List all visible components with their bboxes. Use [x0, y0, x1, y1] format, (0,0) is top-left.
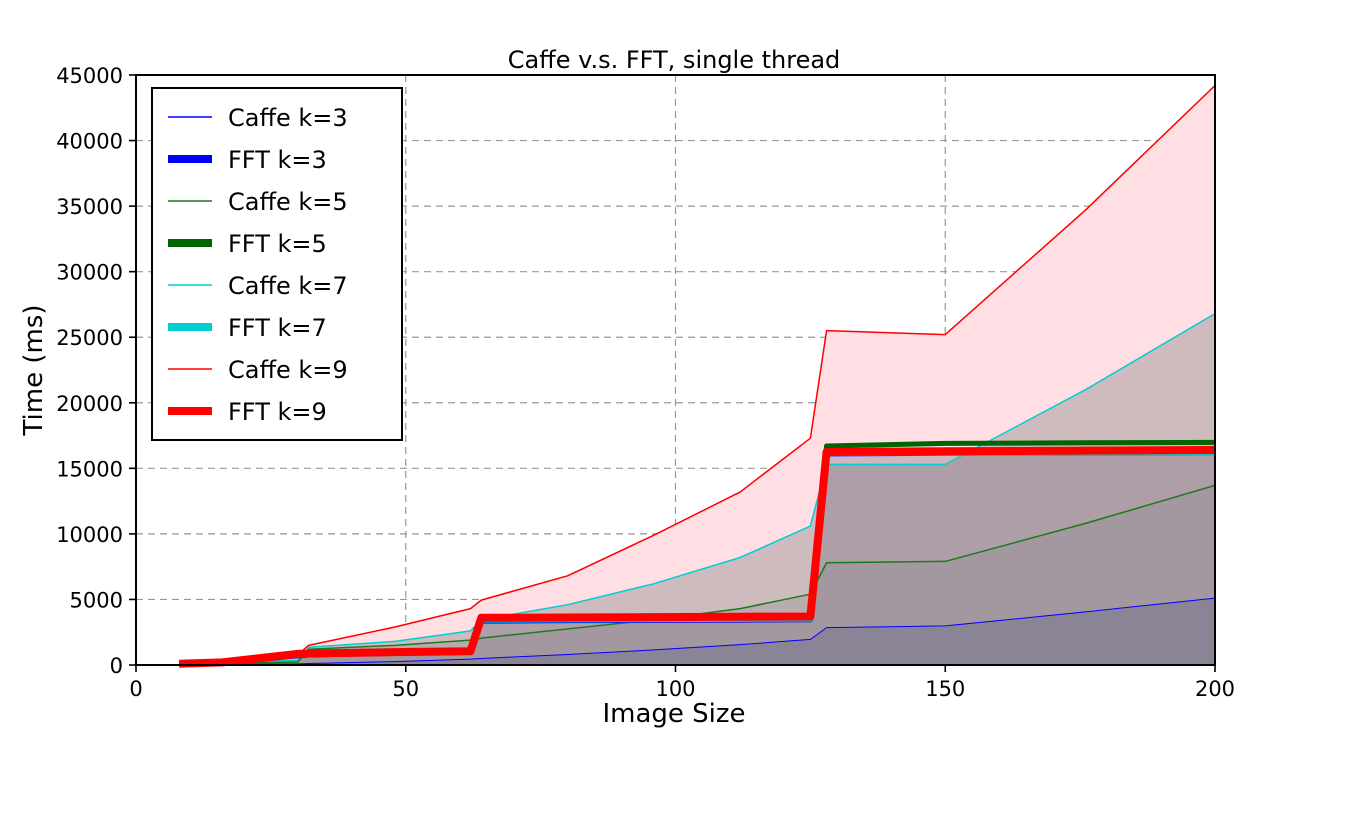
y-tick-label: 0: [110, 654, 123, 678]
area-caffe-k3: [179, 598, 1215, 665]
legend-box: [151, 87, 403, 441]
x-tick-label: 0: [129, 677, 142, 701]
area-fft-k9: [179, 449, 1215, 665]
legend-label: FFT k=5: [228, 230, 327, 258]
legend-label: Caffe k=7: [228, 272, 348, 300]
legend-label: FFT k=7: [228, 314, 327, 342]
area-caffe-k5: [179, 485, 1215, 665]
y-tick-label: 45000: [56, 64, 123, 88]
y-tick-label: 35000: [56, 195, 123, 219]
area-caffe-k7: [179, 313, 1215, 665]
legend-label: FFT k=9: [228, 398, 327, 426]
series-fill-areas: [179, 85, 1215, 666]
tick-labels: 0 5000 10000 15000 20000 25000 30000 35000 40000…: [56, 64, 1235, 701]
legend-item-caffe-k-7[interactable]: Caffe k=7: [168, 272, 348, 300]
legend-item-fft-k-9[interactable]: FFT k=9: [168, 398, 327, 426]
legend-label: Caffe k=3: [228, 104, 348, 132]
y-axis-title: Time (ms): [19, 304, 49, 436]
y-tick-label: 20000: [56, 392, 123, 416]
x-axis-title: Image Size: [602, 699, 745, 729]
x-tick-label: 50: [392, 677, 419, 701]
legend-item-caffe-k-5[interactable]: Caffe k=5: [168, 188, 348, 216]
legend-item-caffe-k-9[interactable]: Caffe k=9: [168, 356, 348, 384]
series-lines: [179, 84, 1216, 668]
chart-title: Caffe v.s. FFT, single thread: [508, 46, 841, 74]
y-tick-label: 40000: [56, 130, 123, 154]
legend-label: Caffe k=5: [228, 188, 348, 216]
y-tick-label: 5000: [70, 588, 123, 612]
series-line-caffe-k-3: [179, 597, 1216, 666]
x-tick-label: 200: [1195, 677, 1235, 701]
area-caffe-k9: [179, 85, 1215, 666]
x-tick-label: 150: [925, 677, 965, 701]
legend-item-fft-k-5[interactable]: FFT k=5: [168, 230, 327, 258]
legend[interactable]: Caffe k=3 FFT k=3 Caffe k=5 FFT k=5 Caffe k=…: [151, 87, 403, 441]
y-tick-label: 30000: [56, 261, 123, 285]
y-tick-label: 10000: [56, 523, 123, 547]
y-tick-label: 25000: [56, 326, 123, 350]
tick-marks: [129, 74, 1216, 672]
legend-label: Caffe k=9: [228, 356, 348, 384]
legend-item-fft-k-7[interactable]: FFT k=7: [168, 314, 327, 342]
series-line-fft-k-9: [179, 445, 1216, 668]
legend-item-caffe-k-3[interactable]: Caffe k=3: [168, 104, 348, 132]
y-tick-label: 15000: [56, 457, 123, 481]
legend-item-fft-k-3[interactable]: FFT k=3: [168, 146, 327, 174]
x-tick-label: 100: [655, 677, 695, 701]
legend-label: FFT k=3: [228, 146, 327, 174]
